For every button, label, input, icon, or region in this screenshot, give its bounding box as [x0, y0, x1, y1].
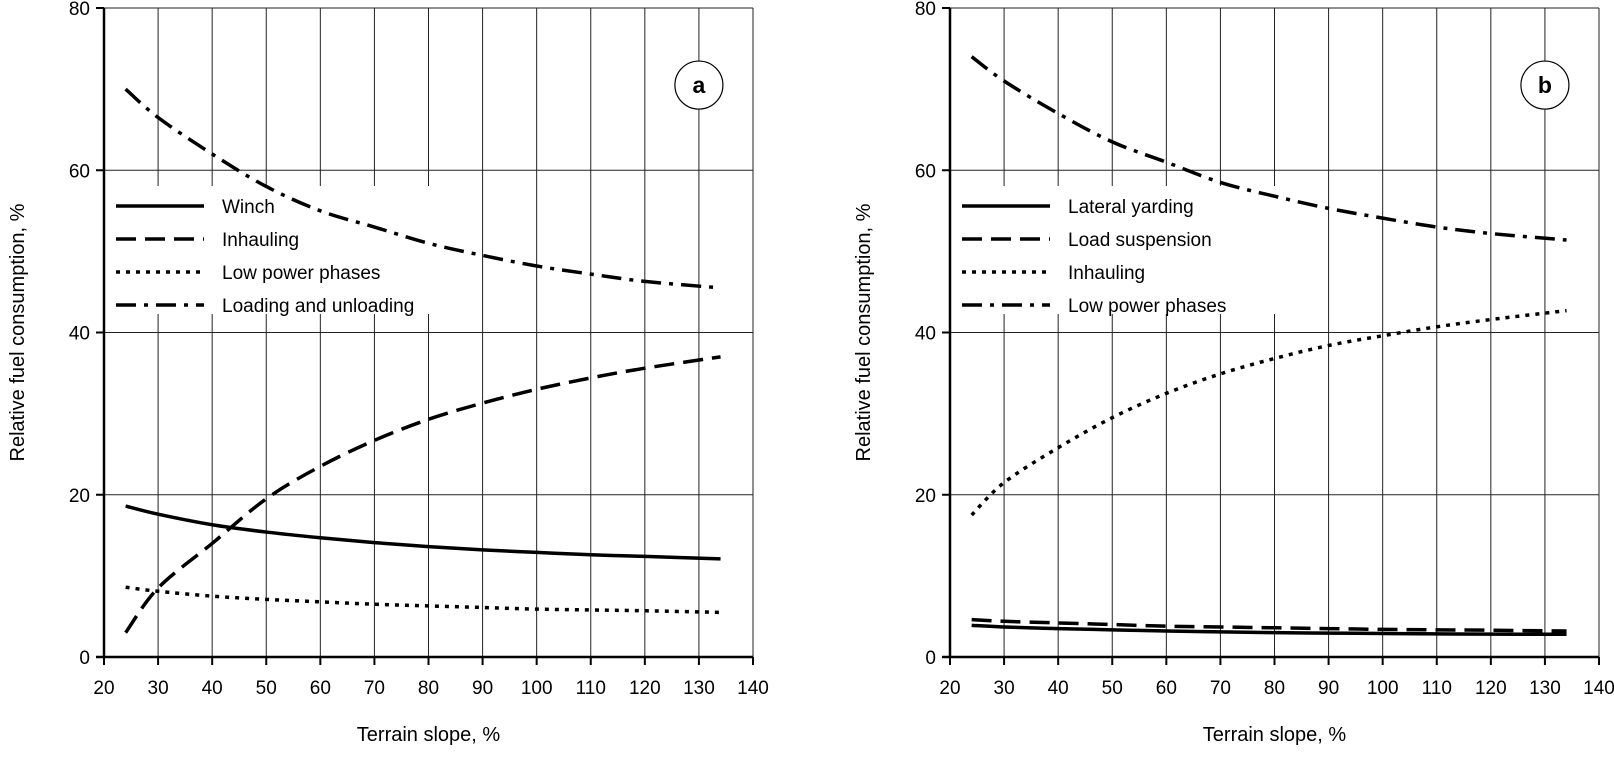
- legend-label: Low power phases: [222, 263, 380, 284]
- x-tick-label: 50: [1102, 678, 1123, 699]
- x-tick-label: 120: [629, 678, 661, 699]
- series-line-winch: [125, 504, 721, 561]
- x-tick-label: 110: [1422, 678, 1452, 699]
- y-tick-label: 80: [69, 0, 90, 20]
- series-line-loading-and-unloading: [124, 87, 721, 290]
- series-line-load-suspension: [971, 617, 1567, 633]
- x-tick-label: 80: [1264, 678, 1285, 699]
- x-tick-label: 20: [93, 678, 114, 699]
- legend-label: Lateral yarding: [1068, 197, 1194, 218]
- x-tick-label: 100: [521, 678, 553, 699]
- legend-label: Inhauling: [1068, 263, 1145, 284]
- panel-label: b: [1538, 72, 1552, 98]
- x-tick-label: 90: [1318, 678, 1339, 699]
- legend-label: Low power phases: [1068, 296, 1226, 317]
- x-tick-label: 20: [939, 678, 960, 699]
- panel-a: Winch Inhauling Low power phases Loading an…: [7, 0, 769, 746]
- x-tick-label: 90: [472, 678, 493, 699]
- x-tick-label: 110: [576, 678, 606, 699]
- x-tick-label: 130: [683, 678, 715, 699]
- legend: Lateral yarding Load suspension Inhauling L…: [951, 186, 1277, 317]
- x-tick-label: 70: [364, 678, 385, 699]
- x-tick-label: 60: [1156, 678, 1177, 699]
- x-tick-label: 30: [148, 678, 169, 699]
- series-line-inhauling: [124, 355, 721, 634]
- x-tick-label: 60: [310, 678, 331, 699]
- x-tick-label: 140: [1583, 678, 1614, 699]
- series-line-inhauling: [970, 308, 1567, 517]
- y-tick-label: 20: [915, 486, 936, 507]
- x-axis-label: Terrain slope, %: [357, 724, 501, 746]
- x-tick-label: 120: [1475, 678, 1507, 699]
- x-tick-label: 100: [1367, 678, 1399, 699]
- series-line-low-power-phases: [970, 55, 1567, 242]
- y-tick-label: 60: [915, 161, 936, 182]
- legend-label: Load suspension: [1068, 230, 1212, 251]
- y-tick-label: 0: [925, 648, 936, 669]
- x-tick-label: 40: [1048, 678, 1069, 699]
- legend-label: Winch: [222, 197, 275, 218]
- y-tick-label: 20: [69, 486, 90, 507]
- x-tick-label: 70: [1210, 678, 1231, 699]
- legend: Winch Inhauling Low power phases Loading an…: [105, 186, 431, 317]
- legend-label: Inhauling: [222, 230, 299, 251]
- panel-label-circle: [674, 60, 724, 110]
- panel-b: Lateral yarding Load suspension Inhauling L…: [853, 0, 1614, 746]
- panel-label-circle: [1520, 60, 1570, 110]
- y-tick-label: 60: [69, 161, 90, 182]
- y-tick-label: 40: [69, 324, 90, 345]
- y-tick-label: 80: [915, 0, 936, 20]
- x-tick-label: 30: [994, 678, 1015, 699]
- y-tick-label: 0: [79, 648, 90, 669]
- x-tick-label: 80: [418, 678, 439, 699]
- legend-label: Loading and unloading: [222, 296, 414, 317]
- x-tick-label: 50: [256, 678, 277, 699]
- series-line-low-power-phases: [125, 585, 721, 615]
- x-axis-label: Terrain slope, %: [1203, 724, 1347, 746]
- x-tick-label: 130: [1529, 678, 1561, 699]
- y-axis-label: Relative fuel consumption, %: [853, 203, 875, 461]
- series-line-lateral-yarding: [971, 623, 1567, 637]
- y-axis-label: Relative fuel consumption, %: [7, 203, 29, 461]
- x-tick-label: 140: [737, 678, 769, 699]
- x-tick-label: 40: [202, 678, 223, 699]
- y-tick-label: 40: [915, 324, 936, 345]
- panel-label: a: [693, 72, 706, 98]
